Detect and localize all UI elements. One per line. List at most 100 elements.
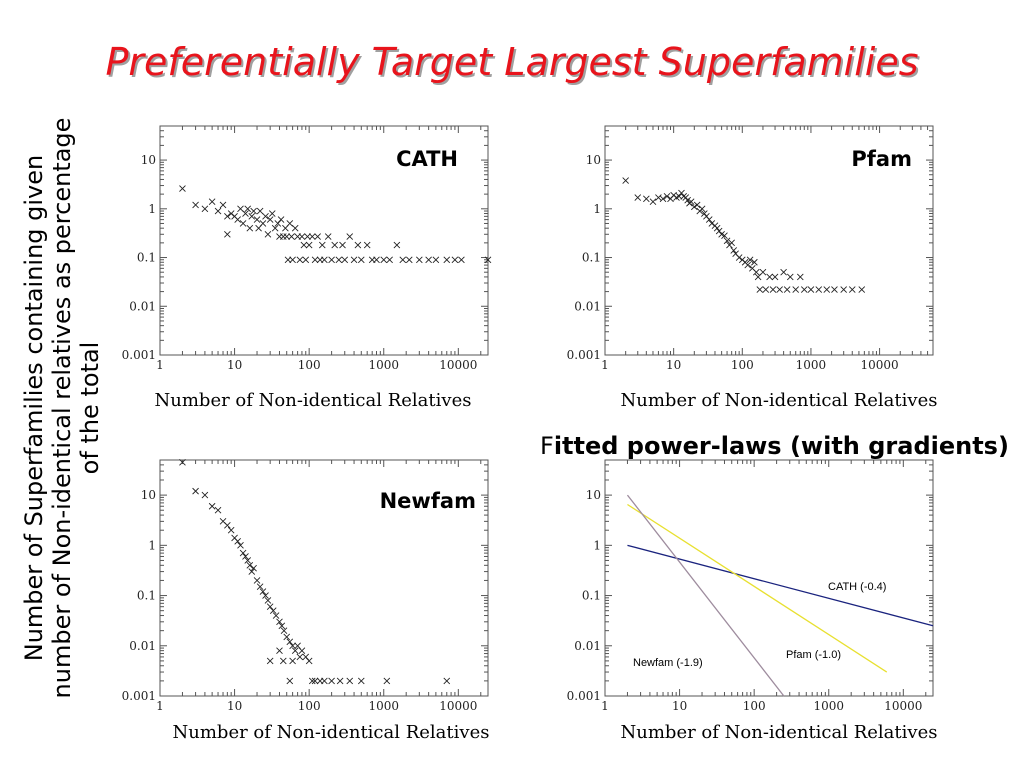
newfam-x-tick-label: 1 [156, 699, 164, 713]
fit-line-cath [627, 544, 934, 627]
cath-data-point [331, 241, 339, 249]
cath-data-point [192, 201, 199, 209]
pfam-data-point [715, 227, 723, 235]
pfam-chart: 1 10 100 1000 10000 0.001 0.01 0.1 1 10 Pfam [567, 125, 934, 372]
newfam-y-tick-label: 1 [148, 538, 156, 552]
cath-data-point [239, 220, 247, 227]
newfam-data-point [311, 677, 319, 685]
cath-data-point [250, 207, 257, 215]
cath-data-point [321, 256, 328, 264]
pfam-data-point [766, 273, 773, 281]
cath-data-point [314, 233, 321, 240]
cath-data-point [224, 213, 231, 220]
pfam-x-tick-label: 10000 [860, 358, 898, 372]
cath-data-point [262, 213, 269, 220]
cath-data-point [302, 256, 310, 264]
cath-data-point [308, 233, 316, 240]
cath-x-tick-label: 10 [227, 358, 242, 372]
pfam-y-tick-label: 0.01 [574, 299, 601, 313]
cath-data-point [357, 256, 365, 264]
newfam-data-point [259, 588, 267, 595]
newfam-data-point [208, 502, 216, 510]
pfam-data-point [687, 198, 695, 205]
newfam-data-point [276, 647, 283, 654]
newfam-data-point [192, 487, 199, 495]
cath-data-point [311, 256, 319, 264]
cath-data-point [386, 256, 393, 264]
cath-data-point [253, 216, 261, 223]
fit-line-newfam [626, 494, 785, 697]
cath-data-point [305, 241, 313, 249]
pfam-data-point [776, 286, 783, 293]
fit-line-pfam [627, 503, 888, 673]
newfam-data-point [234, 538, 241, 545]
cath-data-point [283, 233, 291, 240]
newfam-x-tick-label: 10000 [439, 699, 477, 713]
pfam-data-point [746, 256, 754, 264]
cath-y-tick-label: 10 [141, 153, 156, 167]
newfam-data-point [237, 542, 244, 549]
fitted-y-tick-label: 0.001 [567, 689, 601, 703]
cath-data-point [268, 210, 276, 217]
newfam-data-point [250, 564, 257, 572]
fit-line-label-pfam: Pfam (-1.0) [786, 649, 841, 661]
newfam-panel-title: Newfam [380, 489, 476, 513]
newfam-data-point [266, 603, 274, 611]
cath-data-point [350, 256, 358, 264]
cath-data-point [451, 256, 459, 264]
pfam-data-point [663, 193, 671, 200]
newfam-data-point [298, 647, 306, 654]
pfam-data-point [705, 216, 713, 223]
slide-title: Preferentially Target Largest Superfamil… [105, 40, 919, 84]
newfam-data-point [272, 612, 280, 619]
newfam-x-tick-label: 1000 [368, 699, 399, 713]
cath-data-point [244, 205, 252, 213]
cath-data-point [201, 205, 209, 213]
newfam-data-point [289, 657, 296, 665]
pfam-x-tick-label: 100 [731, 358, 754, 372]
pfam-data-point [698, 205, 706, 213]
newfam-data-point [266, 657, 274, 665]
cath-data-point [354, 241, 362, 249]
fitted-x-tick-label: 1000 [813, 699, 844, 713]
pfam-data-point [769, 286, 777, 293]
pfam-data-point [780, 268, 787, 276]
pfam-y-tick-label: 0.001 [567, 348, 601, 362]
cath-data-point [443, 256, 451, 264]
pfam-x-tick-label: 1000 [796, 358, 827, 372]
newfam-data-point [286, 677, 294, 685]
fitted-x-tick-label: 10 [672, 699, 687, 713]
cath-data-point [179, 185, 186, 192]
cath-data-point [259, 220, 267, 227]
pfam-data-point [744, 261, 752, 269]
cath-y-tick-label: 0.01 [129, 299, 156, 313]
cath-data-point [324, 233, 332, 240]
newfam-data-point [244, 557, 252, 564]
cath-data-point [363, 241, 371, 249]
pfam-data-point [721, 232, 728, 240]
pfam-data-point [823, 286, 831, 293]
pfam-data-point [762, 286, 770, 293]
pfam-data-point [622, 177, 629, 184]
newfam-data-point [262, 592, 269, 599]
newfam-data-point [201, 491, 209, 499]
pfam-data-point [693, 201, 701, 209]
cath-data-point [246, 224, 254, 232]
newfam-data-point [239, 549, 247, 557]
newfam-x-tick-label: 100 [298, 699, 321, 713]
newfam-data-point [276, 618, 283, 626]
newfam-data-point [227, 526, 235, 534]
fit-line-label-cath: CATH (-0.4) [828, 581, 886, 593]
pfam-data-point [701, 210, 708, 217]
cath-data-point [339, 241, 346, 249]
pfam-data-point [723, 237, 731, 245]
newfam-data-point [289, 642, 296, 650]
fitted-x-tick-label: 100 [743, 699, 766, 713]
pfam-panel-title: Pfam [851, 147, 912, 171]
pfam-data-point [751, 258, 758, 266]
fitted-heading-rest: itted power-laws (with gradients) [553, 432, 1009, 460]
cath-chart: 1 10 100 1000 10000 0.001 0.01 0.1 1 10 CATH [122, 125, 492, 372]
pfam-data-point [659, 195, 667, 203]
pfam-data-point [655, 194, 662, 201]
